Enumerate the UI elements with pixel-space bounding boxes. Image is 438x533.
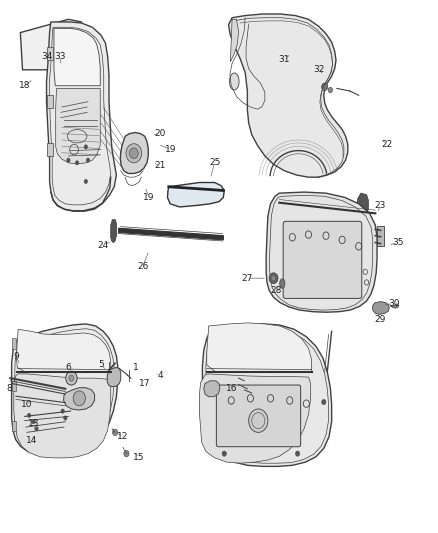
Text: 18: 18 — [19, 81, 31, 90]
Polygon shape — [207, 323, 311, 372]
Circle shape — [328, 87, 332, 93]
Circle shape — [64, 416, 67, 420]
Polygon shape — [199, 374, 311, 463]
Bar — [12, 421, 16, 431]
Text: 32: 32 — [314, 66, 325, 74]
Polygon shape — [230, 19, 239, 62]
Text: 4: 4 — [157, 371, 163, 380]
Text: 35: 35 — [392, 238, 404, 247]
Circle shape — [32, 419, 35, 424]
Text: 28: 28 — [270, 286, 282, 295]
Bar — [12, 338, 16, 349]
Text: 1: 1 — [133, 363, 139, 372]
Bar — [46, 143, 53, 156]
Polygon shape — [266, 192, 377, 312]
Polygon shape — [54, 28, 100, 86]
Circle shape — [84, 179, 88, 183]
FancyBboxPatch shape — [283, 221, 362, 298]
Text: 15: 15 — [132, 454, 144, 463]
Circle shape — [75, 161, 79, 165]
Polygon shape — [20, 19, 81, 70]
Circle shape — [84, 145, 88, 149]
Text: 6: 6 — [66, 363, 71, 372]
Circle shape — [67, 158, 70, 163]
Text: 31: 31 — [279, 55, 290, 63]
Text: 12: 12 — [117, 432, 129, 441]
Text: 19: 19 — [165, 145, 177, 154]
Text: 16: 16 — [226, 384, 238, 393]
Polygon shape — [16, 329, 111, 373]
Circle shape — [269, 273, 278, 284]
Polygon shape — [14, 374, 111, 458]
Bar — [46, 47, 53, 60]
Text: 23: 23 — [375, 201, 386, 210]
Circle shape — [124, 450, 129, 457]
FancyBboxPatch shape — [216, 385, 300, 447]
Text: 8: 8 — [7, 384, 12, 393]
Text: 25: 25 — [209, 158, 220, 167]
Text: 29: 29 — [375, 315, 386, 324]
Polygon shape — [107, 368, 121, 386]
Text: 33: 33 — [54, 52, 65, 61]
Polygon shape — [111, 220, 117, 243]
Circle shape — [35, 426, 38, 431]
Polygon shape — [357, 193, 368, 216]
Circle shape — [73, 391, 85, 406]
Polygon shape — [229, 14, 348, 177]
Text: 34: 34 — [41, 52, 52, 61]
Text: 19: 19 — [143, 193, 155, 202]
Circle shape — [130, 148, 138, 159]
Polygon shape — [373, 302, 389, 314]
Text: 24: 24 — [98, 241, 109, 250]
Polygon shape — [204, 381, 220, 397]
Text: 21: 21 — [154, 161, 166, 170]
Text: 26: 26 — [137, 262, 148, 271]
Polygon shape — [56, 88, 100, 164]
Bar — [12, 381, 16, 391]
Polygon shape — [119, 228, 223, 240]
Circle shape — [113, 429, 118, 435]
Polygon shape — [64, 387, 95, 410]
Text: 20: 20 — [154, 129, 166, 138]
Text: 17: 17 — [139, 379, 151, 388]
Circle shape — [66, 371, 77, 385]
Circle shape — [321, 399, 326, 405]
Polygon shape — [120, 133, 148, 173]
Ellipse shape — [280, 279, 285, 288]
Circle shape — [126, 144, 142, 163]
Text: 13: 13 — [28, 419, 39, 428]
Circle shape — [249, 409, 268, 432]
Bar — [377, 226, 384, 246]
Text: 10: 10 — [21, 400, 33, 409]
Text: 5: 5 — [98, 360, 104, 369]
Ellipse shape — [230, 73, 239, 90]
Circle shape — [61, 409, 64, 413]
Polygon shape — [12, 324, 118, 456]
Text: 22: 22 — [381, 140, 393, 149]
Circle shape — [272, 276, 276, 281]
Circle shape — [295, 451, 300, 456]
Polygon shape — [390, 304, 399, 308]
Circle shape — [86, 158, 90, 163]
Polygon shape — [202, 324, 332, 466]
Circle shape — [27, 413, 31, 417]
Circle shape — [321, 83, 328, 91]
Text: 27: 27 — [242, 273, 253, 282]
Circle shape — [222, 451, 226, 456]
Text: 30: 30 — [388, 299, 399, 308]
Text: 9: 9 — [13, 352, 19, 361]
Circle shape — [69, 375, 74, 381]
Polygon shape — [167, 182, 224, 207]
Bar — [46, 95, 53, 108]
Text: 14: 14 — [25, 437, 37, 446]
Polygon shape — [46, 22, 117, 211]
